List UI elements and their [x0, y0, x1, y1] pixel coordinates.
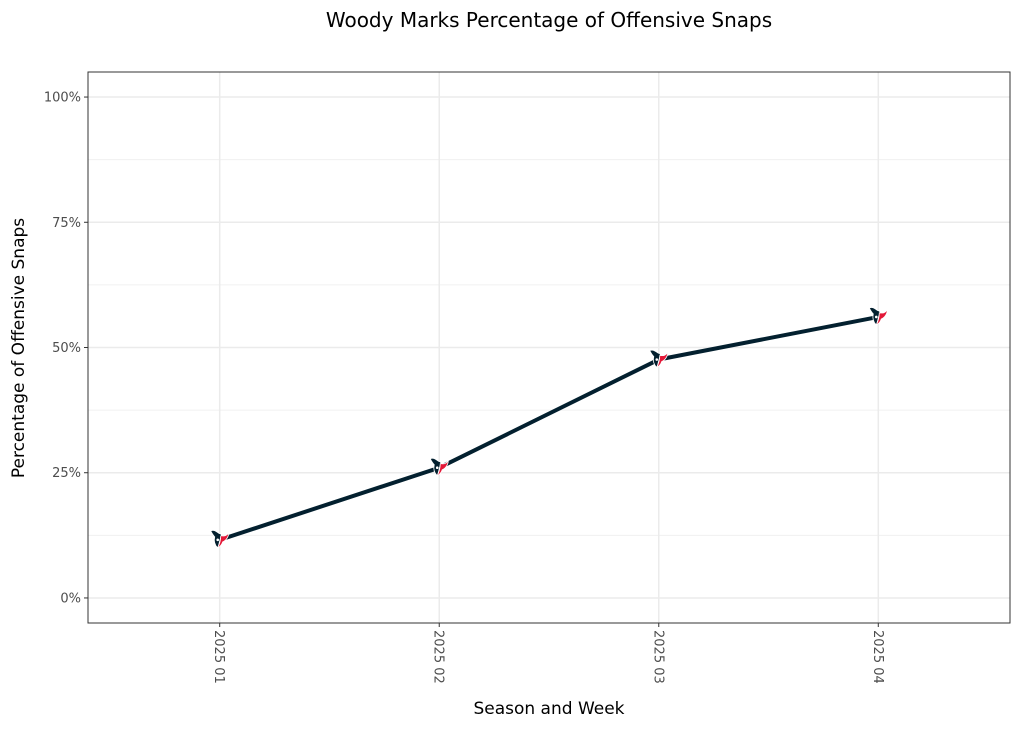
logo-eye	[216, 538, 220, 542]
y-tick-label: 0%	[60, 591, 81, 606]
logo-horn	[216, 531, 230, 549]
chart-title: Woody Marks Percentage of Offensive Snap…	[326, 8, 772, 32]
y-axis: 0% 25% 50% 75% 100%	[44, 91, 88, 606]
y-tick-label: 100%	[44, 91, 81, 106]
houston-texans-logo-icon	[429, 457, 449, 477]
logo-eye	[655, 358, 659, 361]
logo-eye	[874, 315, 878, 319]
logo-horn	[436, 459, 449, 477]
series-line	[219, 314, 879, 542]
x-tick-label: 2025 04	[870, 630, 885, 684]
x-tick-label: 2025 03	[650, 630, 665, 684]
logo-horn	[655, 351, 669, 369]
y-axis-label: Percentage of Offensive Snaps	[9, 218, 29, 478]
y-tick-label: 25%	[52, 466, 81, 481]
x-tick-label: 2025 02	[431, 630, 446, 684]
x-axis: 2025 01 2025 02 2025 03 2025 04	[211, 623, 885, 684]
x-axis-label: Season and Week	[473, 699, 624, 719]
grid	[88, 72, 1010, 623]
y-tick-label: 50%	[52, 341, 81, 356]
houston-texans-logo-icon	[649, 349, 669, 369]
series	[210, 307, 888, 549]
houston-texans-logo-icon	[210, 530, 230, 549]
logo-eye	[435, 466, 439, 470]
x-tick-label: 2025 01	[211, 630, 226, 684]
logo-horn	[875, 308, 888, 326]
y-tick-label: 75%	[52, 216, 81, 231]
houston-texans-logo-icon	[868, 307, 888, 326]
